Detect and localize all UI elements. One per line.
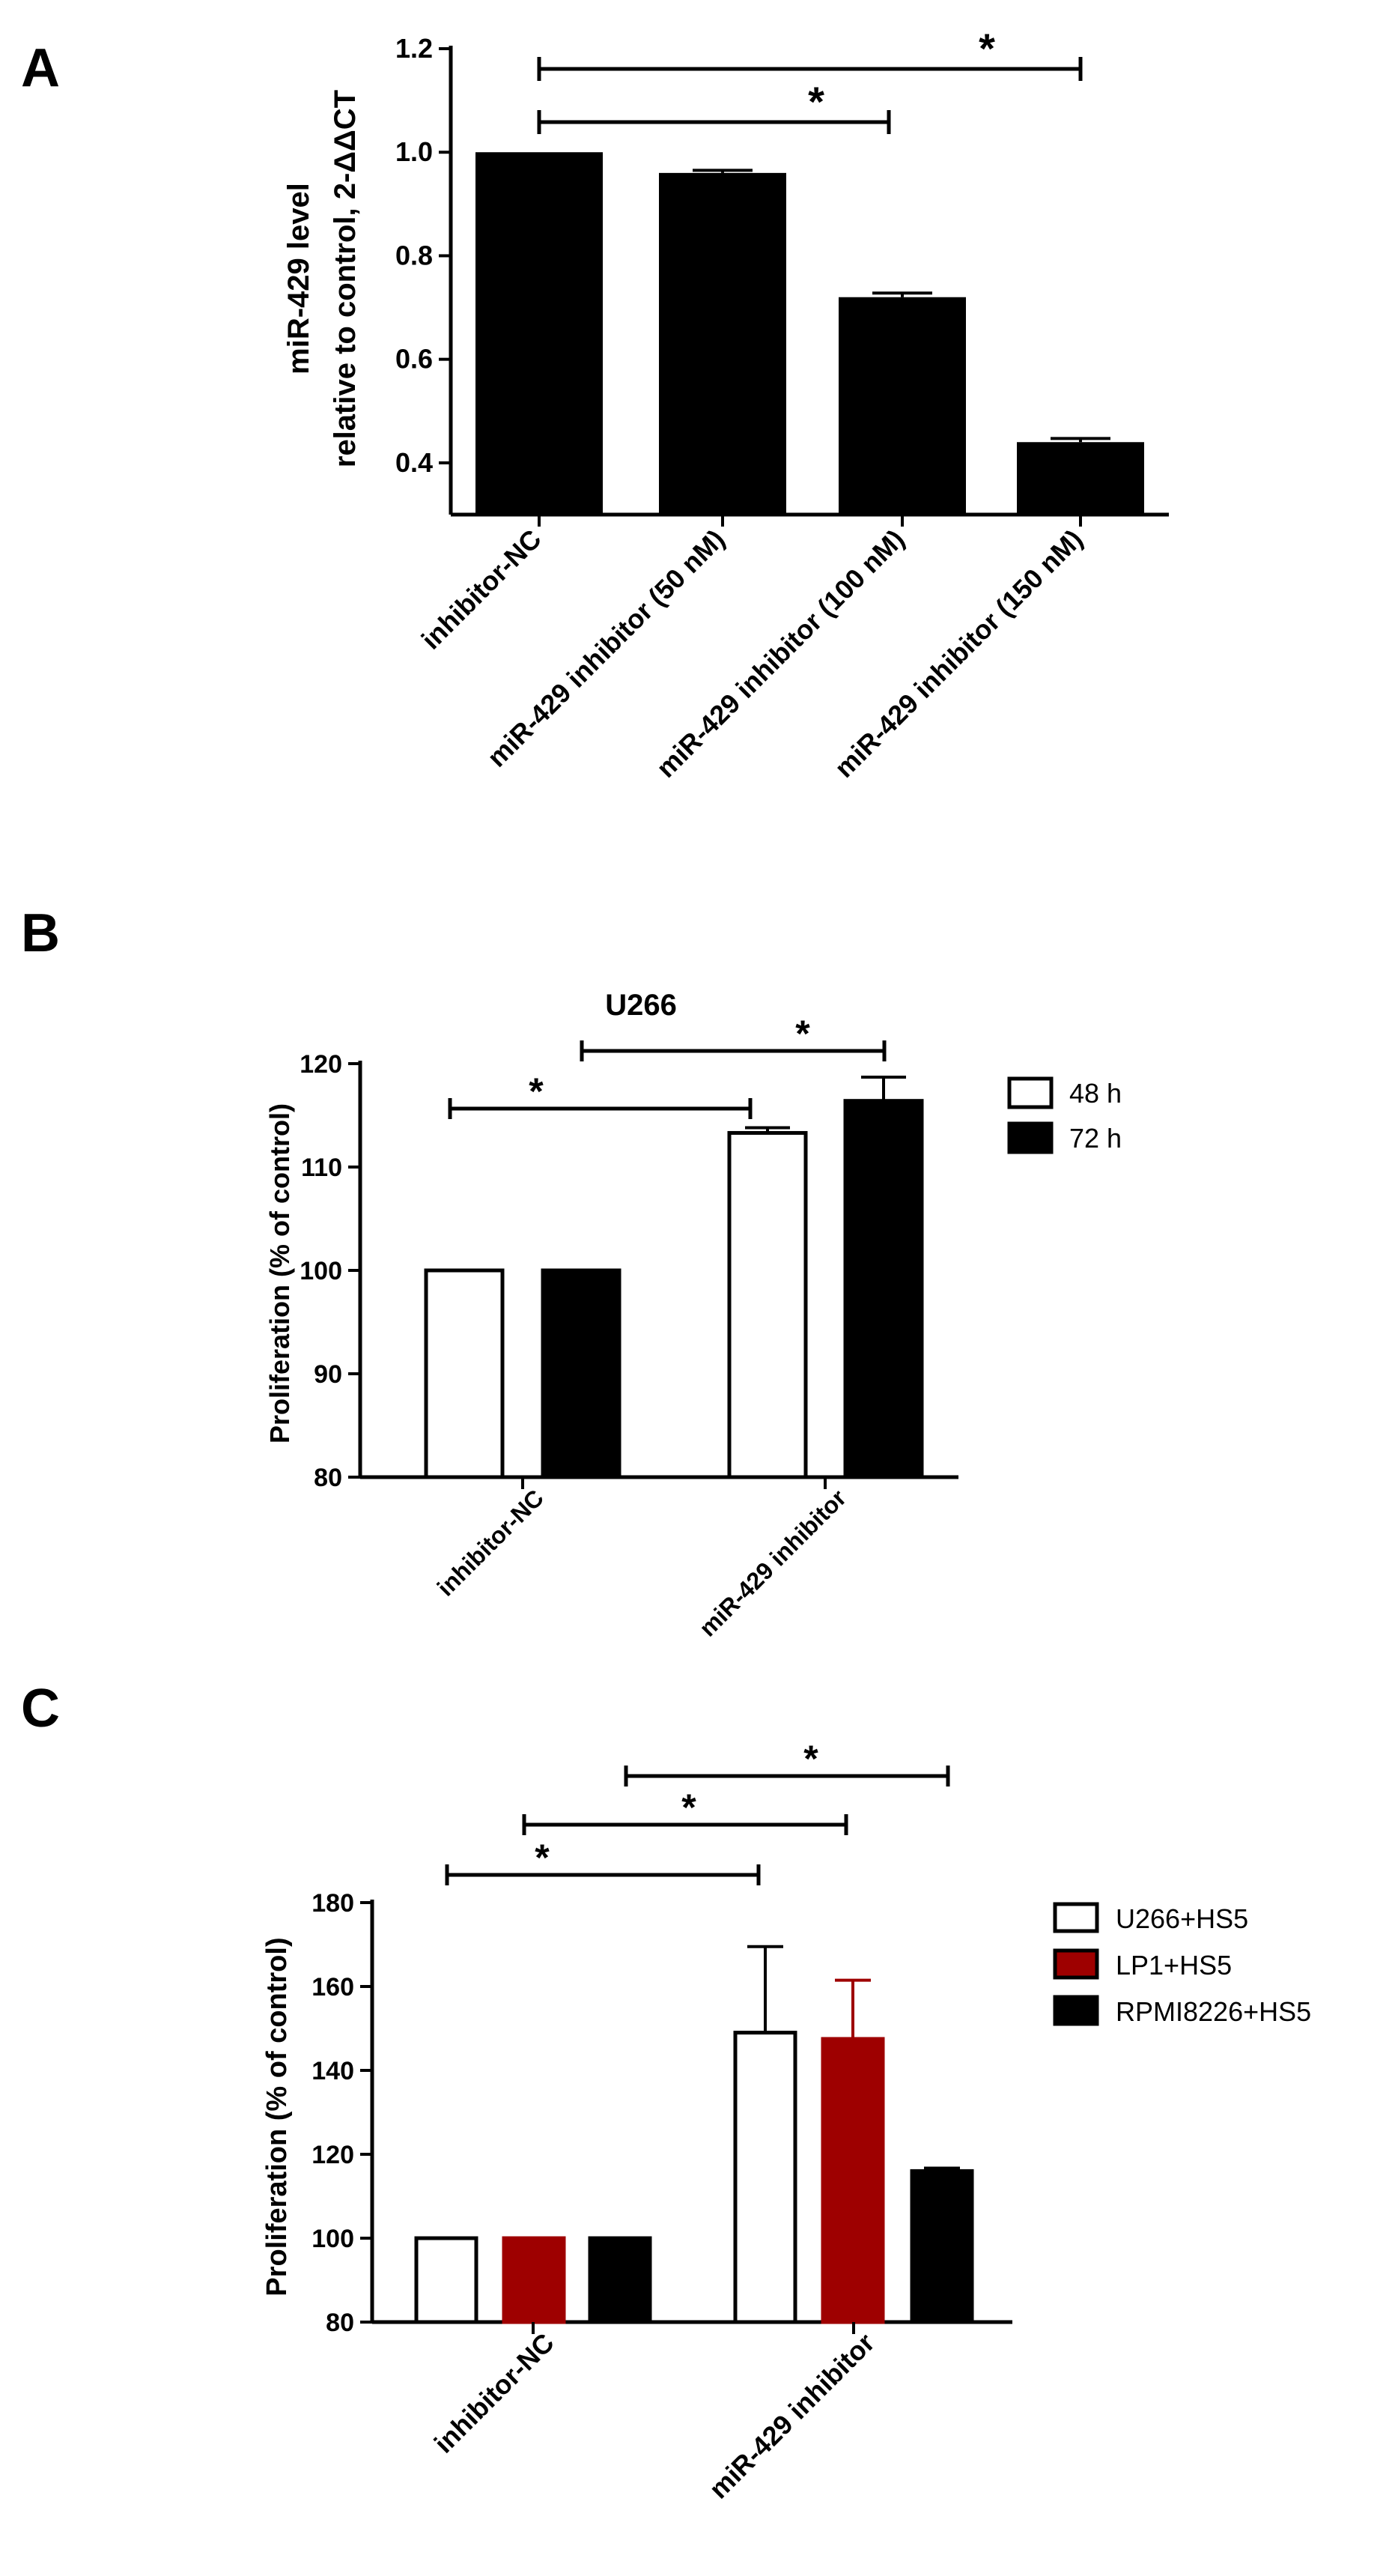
y-tick-label-c-0: 80 xyxy=(326,2309,354,2337)
legend-swatch-c-0 xyxy=(1053,1902,1099,1933)
y-tick-label-c-4: 160 xyxy=(311,1973,354,2001)
legend-swatch-b-0 xyxy=(1007,1076,1054,1109)
legend-swatch-b-1 xyxy=(1007,1121,1054,1154)
significance-star-c-0: * xyxy=(535,1837,550,1879)
y-tick-label-b-3: 110 xyxy=(301,1154,342,1182)
legend-label-c-1: LP1+HS5 xyxy=(1116,1950,1232,1981)
significance-star-c-2: * xyxy=(803,1738,818,1780)
legend-label-b-0: 48 h xyxy=(1069,1078,1122,1109)
x-tick-label-a-0: inhibitor-NC xyxy=(416,524,547,655)
bar-c-2-0 xyxy=(588,2236,652,2324)
legend-swatch-c-2 xyxy=(1053,1995,1099,2026)
bar-c-1-1 xyxy=(821,2037,885,2324)
y-tick-label-b-0: 80 xyxy=(314,1464,342,1492)
panel-letter-a: A xyxy=(21,38,60,98)
significance-star-a-0: * xyxy=(979,25,995,72)
significance-star-c-1: * xyxy=(681,1786,696,1828)
bar-a-3 xyxy=(1017,442,1144,515)
bar-c-0-0 xyxy=(414,2236,478,2324)
x-tick-label-c-0: inhibitor-NC xyxy=(428,2327,560,2459)
significance-star-b-1: * xyxy=(795,1013,810,1055)
y-tick-label-c-2: 120 xyxy=(311,2141,354,2169)
y-tick-label-a-3: 1.0 xyxy=(395,136,433,167)
bar-b-1-0 xyxy=(541,1268,621,1479)
x-tick-label-c-1: miR-429 inhibitor xyxy=(703,2327,881,2505)
y-tick-label-a-1: 0.6 xyxy=(395,344,433,375)
legend-swatch-c-1 xyxy=(1053,1948,1099,1980)
panel-letter-b: B xyxy=(21,903,60,963)
y-tick-label-a-0: 0.4 xyxy=(395,447,433,478)
y-axis-label-c: Proliferation (% of control) xyxy=(261,1937,293,2296)
chart-title-b: U266 xyxy=(605,989,677,1022)
bar-a-0 xyxy=(475,152,603,515)
y-tick-label-a-4: 1.2 xyxy=(395,33,433,64)
y-tick-label-b-4: 120 xyxy=(300,1050,342,1079)
bar-b-1-1 xyxy=(843,1099,924,1479)
y-axis-label-b: Proliferation (% of control) xyxy=(264,1103,295,1443)
significance-star-b-0: * xyxy=(529,1070,544,1112)
bar-c-1-0 xyxy=(502,2236,566,2324)
significance-star-a-1: * xyxy=(808,78,824,125)
x-tick-label-b-1: miR-429 inhibitor xyxy=(694,1484,851,1641)
bar-b-0-0 xyxy=(424,1268,505,1479)
y-tick-label-b-1: 90 xyxy=(314,1360,342,1389)
y-tick-label-c-1: 100 xyxy=(311,2225,354,2253)
legend-label-b-1: 72 h xyxy=(1069,1123,1122,1154)
legend-label-c-0: U266+HS5 xyxy=(1116,1903,1248,1934)
legend-label-c-2: RPMI8226+HS5 xyxy=(1116,1996,1311,2027)
panel-letter-c: C xyxy=(21,1679,60,1739)
bar-a-2 xyxy=(839,297,966,515)
y-axis-label-a-line2: relative to control, 2-ΔΔCT xyxy=(329,90,362,467)
bar-b-0-1 xyxy=(727,1130,808,1479)
y-tick-label-a-2: 0.8 xyxy=(395,240,433,270)
bar-a-1 xyxy=(659,172,786,515)
bar-c-0-1 xyxy=(733,2031,797,2324)
x-tick-label-b-0: inhibitor-NC xyxy=(432,1484,549,1601)
y-tick-label-c-3: 140 xyxy=(311,2057,354,2085)
y-tick-label-b-2: 100 xyxy=(300,1257,342,1285)
bar-c-2-1 xyxy=(910,2169,974,2324)
y-axis-label-a-line1: miR-429 level xyxy=(282,183,315,375)
y-tick-label-c-5: 180 xyxy=(311,1889,354,1918)
